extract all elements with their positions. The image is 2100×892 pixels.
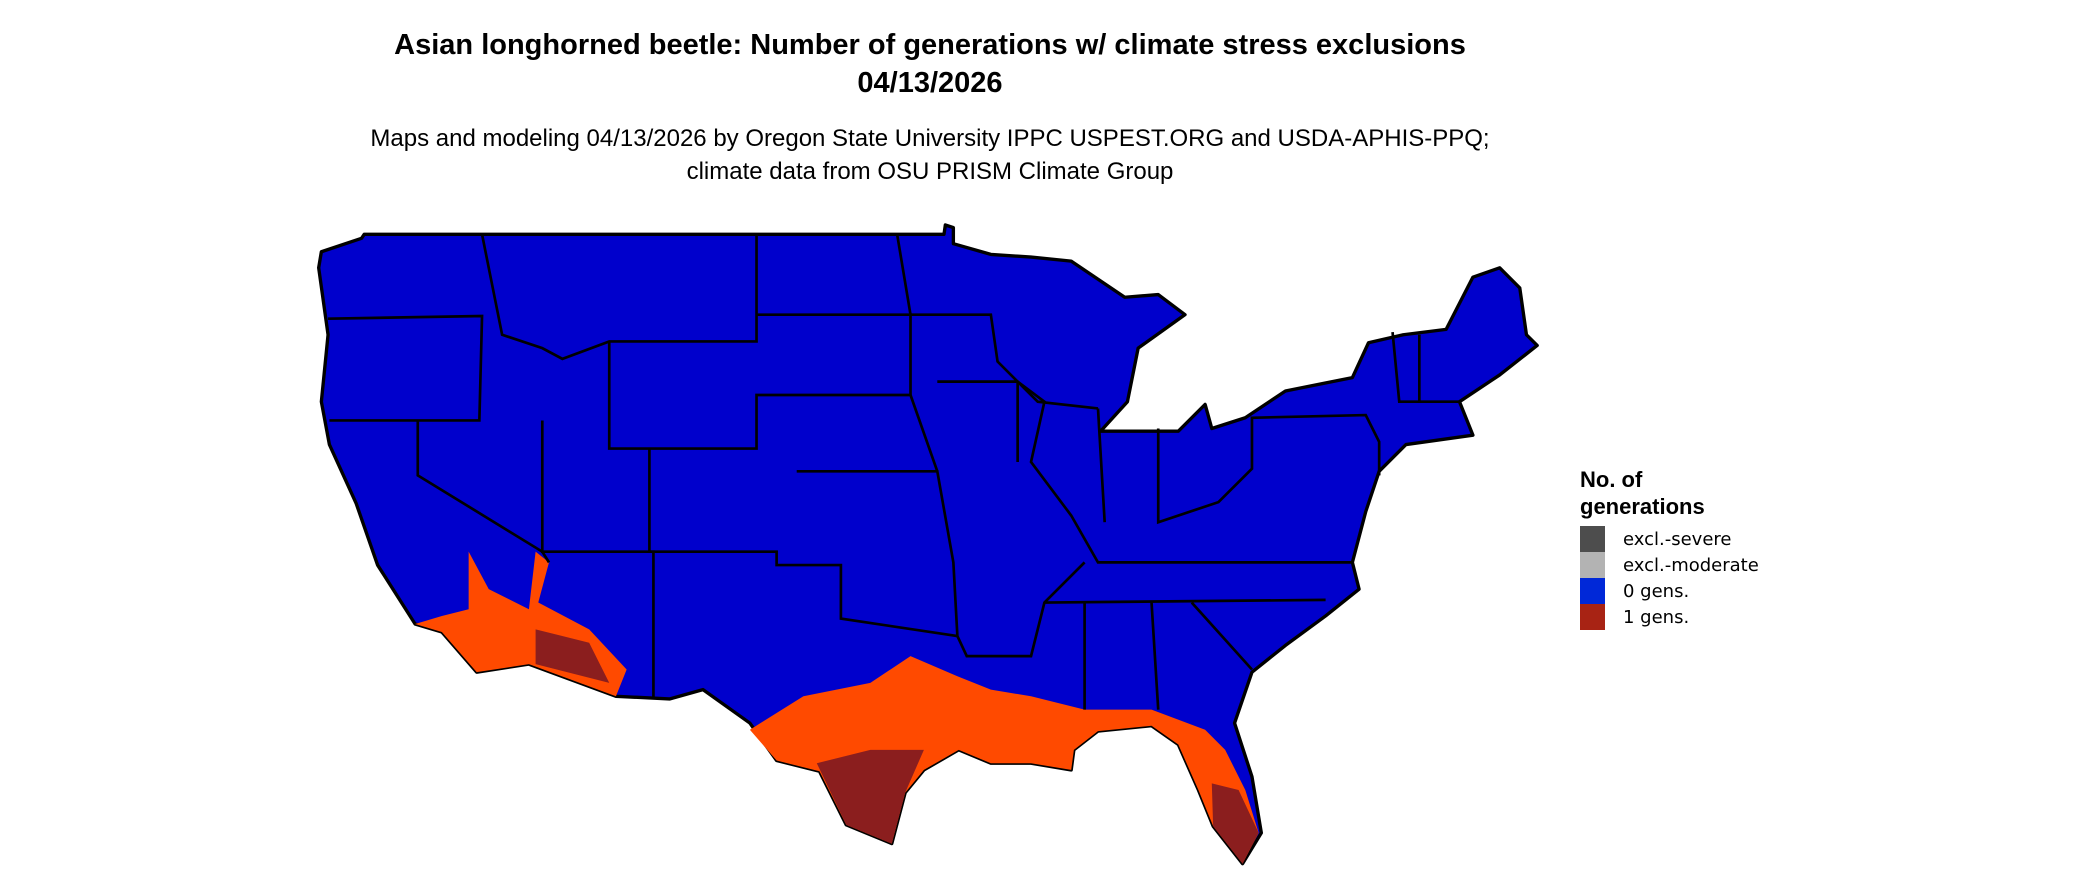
- legend-item-0-gens: 0 gens.: [1580, 578, 1759, 604]
- southwest-dark-area: [535, 629, 610, 683]
- gulf-coast-dark-area: [816, 749, 1259, 864]
- legend-label: 1 gens.: [1623, 606, 1690, 628]
- legend-swatch: [1580, 604, 1605, 630]
- legend: No. of generations excl.-severe excl.-mo…: [1580, 466, 1759, 630]
- legend-label: excl.-severe: [1623, 528, 1732, 550]
- legend-item-excl-severe: excl.-severe: [1580, 526, 1759, 552]
- map-subtitle: Maps and modeling 04/13/2026 by Oregon S…: [370, 125, 1490, 185]
- legend-item-excl-moderate: excl.-moderate: [1580, 552, 1759, 578]
- state-borders: [328, 234, 1460, 710]
- legend-swatch: [1580, 552, 1605, 578]
- legend-swatch: [1580, 526, 1605, 552]
- conus-zero-generations-area: [317, 223, 1539, 866]
- legend-item-1-gens: 1 gens.: [1580, 604, 1759, 630]
- legend-swatch: [1580, 578, 1605, 604]
- legend-label: 0 gens.: [1623, 580, 1690, 602]
- legend-label: excl.-moderate: [1623, 554, 1759, 576]
- map-title: Asian longhorned beetle: Number of gener…: [394, 29, 1466, 99]
- legend-title: No. of generations: [1580, 467, 1705, 519]
